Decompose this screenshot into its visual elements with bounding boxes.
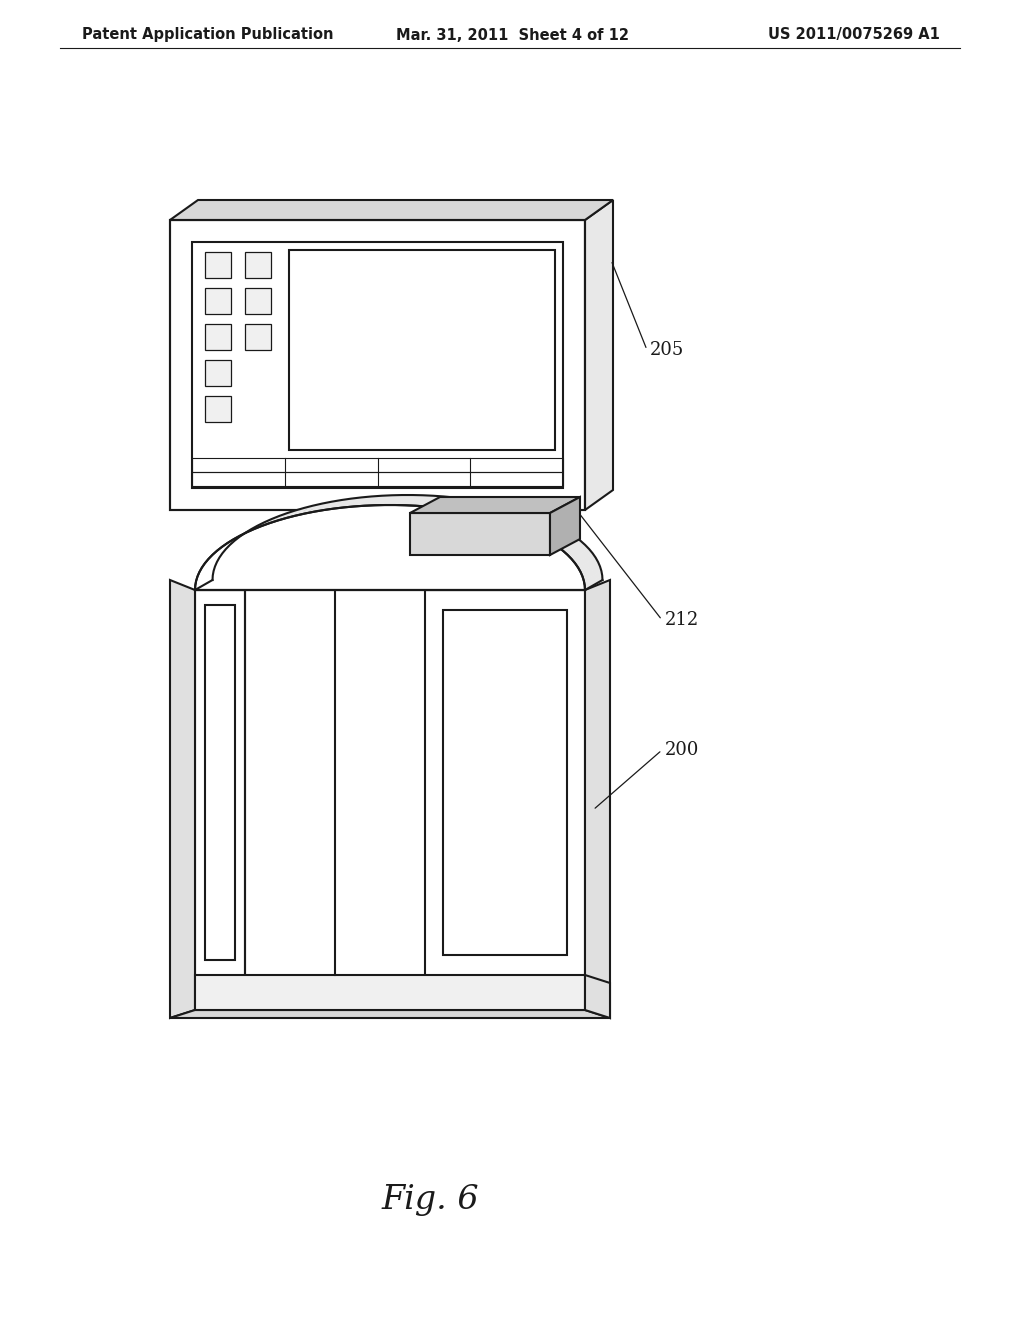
Polygon shape (475, 503, 502, 516)
Polygon shape (296, 503, 323, 516)
Polygon shape (375, 495, 402, 506)
Polygon shape (365, 495, 392, 506)
Polygon shape (287, 506, 313, 517)
Polygon shape (197, 566, 215, 581)
Polygon shape (484, 506, 511, 517)
Polygon shape (416, 496, 443, 507)
Polygon shape (254, 516, 280, 529)
Polygon shape (584, 572, 602, 586)
Polygon shape (202, 553, 222, 568)
Polygon shape (567, 545, 589, 560)
Polygon shape (233, 525, 257, 540)
Text: Patent Application Publication: Patent Application Publication (82, 28, 334, 42)
Polygon shape (195, 506, 585, 590)
Polygon shape (305, 502, 332, 513)
Polygon shape (269, 511, 295, 523)
Polygon shape (410, 498, 580, 513)
Polygon shape (217, 537, 240, 550)
Polygon shape (585, 576, 602, 590)
Polygon shape (245, 252, 271, 279)
Polygon shape (456, 500, 483, 512)
Polygon shape (395, 495, 423, 506)
Polygon shape (494, 508, 519, 520)
Polygon shape (446, 499, 474, 510)
Polygon shape (579, 557, 598, 572)
Polygon shape (278, 508, 304, 520)
Polygon shape (334, 498, 361, 508)
Polygon shape (466, 502, 493, 513)
Polygon shape (222, 533, 245, 546)
Text: 205: 205 (650, 341, 684, 359)
Polygon shape (585, 579, 610, 1018)
Text: US 2011/0075269 A1: US 2011/0075269 A1 (768, 28, 940, 42)
Polygon shape (261, 513, 287, 527)
Polygon shape (526, 519, 551, 532)
Text: 200: 200 (665, 741, 699, 759)
Polygon shape (205, 323, 231, 350)
Polygon shape (575, 553, 596, 568)
Polygon shape (581, 562, 600, 577)
Polygon shape (205, 605, 234, 960)
Polygon shape (406, 495, 433, 506)
Polygon shape (289, 249, 555, 450)
Polygon shape (170, 220, 585, 510)
Polygon shape (534, 523, 558, 536)
Polygon shape (195, 590, 245, 1010)
Polygon shape (200, 557, 219, 572)
Polygon shape (314, 500, 341, 512)
Polygon shape (205, 549, 226, 564)
Polygon shape (195, 975, 585, 1010)
Polygon shape (550, 498, 580, 554)
Polygon shape (205, 288, 231, 314)
Polygon shape (426, 496, 454, 507)
Polygon shape (585, 201, 613, 510)
Text: Mar. 31, 2011  Sheet 4 of 12: Mar. 31, 2011 Sheet 4 of 12 (395, 28, 629, 42)
Polygon shape (547, 529, 570, 543)
Polygon shape (410, 513, 550, 554)
Polygon shape (247, 519, 271, 532)
Text: Fig. 6: Fig. 6 (381, 1184, 479, 1216)
Polygon shape (385, 495, 413, 506)
Polygon shape (354, 496, 382, 507)
Polygon shape (324, 499, 351, 510)
Polygon shape (205, 396, 231, 422)
Polygon shape (558, 537, 581, 550)
Polygon shape (571, 549, 593, 564)
Polygon shape (212, 541, 234, 554)
Polygon shape (553, 533, 575, 546)
Polygon shape (195, 576, 213, 590)
Polygon shape (240, 523, 264, 536)
Polygon shape (227, 529, 251, 543)
Polygon shape (583, 566, 601, 581)
Polygon shape (245, 323, 271, 350)
Polygon shape (443, 610, 567, 954)
Text: 212: 212 (665, 611, 699, 630)
Polygon shape (245, 288, 271, 314)
Polygon shape (205, 252, 231, 279)
Polygon shape (196, 572, 214, 586)
Polygon shape (436, 498, 464, 508)
Polygon shape (540, 525, 564, 540)
Polygon shape (502, 511, 528, 523)
Polygon shape (563, 541, 585, 554)
Polygon shape (425, 590, 585, 1010)
Polygon shape (170, 201, 613, 220)
Polygon shape (205, 360, 231, 385)
Polygon shape (209, 545, 230, 560)
Polygon shape (518, 516, 544, 529)
Polygon shape (585, 975, 610, 1018)
Polygon shape (344, 496, 372, 507)
Polygon shape (170, 579, 195, 1018)
Polygon shape (510, 513, 536, 527)
Polygon shape (170, 1010, 610, 1018)
Polygon shape (198, 562, 217, 577)
